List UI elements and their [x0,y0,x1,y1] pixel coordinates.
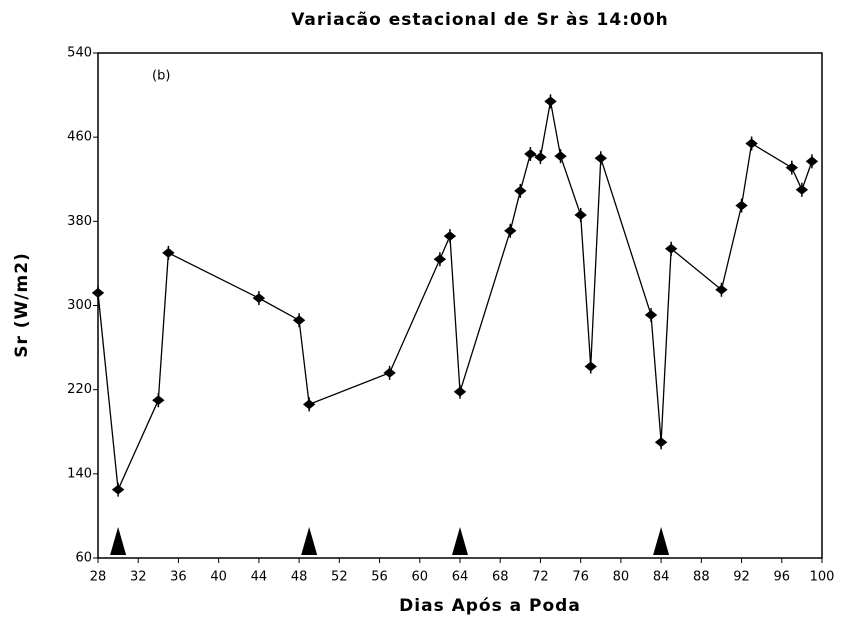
x-tick-label: 76 [572,570,589,585]
point [524,147,537,161]
x-tick-label: 88 [693,570,710,585]
point [433,252,447,267]
x-tick-label: 100 [810,570,835,585]
x-tick-label: 44 [251,570,268,585]
point [162,245,175,260]
x-tick-label: 36 [170,570,187,585]
y-tick-label: 540 [67,46,92,61]
x-tick-label: 72 [532,570,549,585]
point [654,435,668,450]
point [574,208,587,223]
point [534,150,547,165]
x-tick-label: 40 [210,570,227,585]
point [152,393,165,408]
y-tick-label: 300 [67,298,92,313]
point [91,285,105,300]
point [111,482,125,497]
point [554,149,567,164]
x-tick-label: 52 [331,570,348,585]
point [383,365,396,380]
x-tick-label: 32 [130,570,147,585]
chart-title: Variacão estacional de Sr às 14:00h [291,10,669,30]
x-tick-label: 96 [774,570,791,585]
point [584,359,597,374]
point [745,136,758,151]
x-tick-label: 60 [412,570,429,585]
y-tick-label: 380 [67,214,92,229]
x-tick-label: 80 [613,570,630,585]
event-marker [452,527,468,555]
y-axis-title: Sr (W/m2) [12,252,32,358]
y-tick-label: 60 [75,551,92,566]
x-axis-title: Dias Após a Poda [399,596,581,616]
point [302,397,316,412]
point [644,307,658,322]
point [453,384,467,399]
y-tick-label: 460 [67,130,92,145]
y-tick-label: 220 [67,382,92,397]
point [664,241,678,256]
x-tick-label: 48 [291,570,308,585]
point [504,223,517,238]
x-tick-label: 68 [492,570,509,585]
line [97,101,813,493]
y-tick-label: 140 [67,466,92,481]
x-tick-label: 28 [90,570,107,585]
point [514,183,527,198]
plot-frame [97,52,823,559]
point [785,160,799,175]
point [715,282,728,297]
x-tick-label: 56 [371,570,388,585]
point [292,313,306,328]
x-tick-label: 92 [733,570,750,585]
point [735,198,748,213]
point [795,182,809,197]
annotation: (b) [152,69,170,84]
point [443,229,457,244]
point [544,94,557,109]
x-tick-label: 84 [653,570,670,585]
point [805,154,819,169]
event-marker [110,527,127,555]
x-tick-label: 64 [452,570,469,585]
event-marker [653,527,670,555]
point [252,291,266,306]
point [594,151,607,166]
event-marker [301,527,318,555]
